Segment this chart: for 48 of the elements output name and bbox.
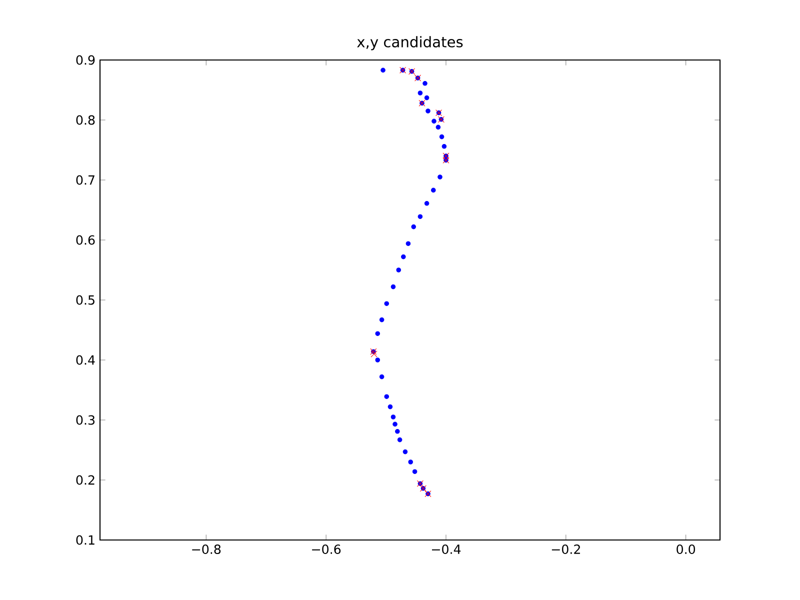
x-tick-label: −0.2 xyxy=(552,544,580,554)
y-tick-label: 0.7 xyxy=(76,175,94,185)
point xyxy=(384,301,390,306)
point xyxy=(408,460,414,464)
y-tick-label: 0.6 xyxy=(76,235,95,245)
point xyxy=(442,144,447,149)
point xyxy=(392,422,398,427)
point xyxy=(401,254,406,260)
point xyxy=(388,404,393,410)
y-tick-label: 0.8 xyxy=(76,115,95,125)
point xyxy=(439,134,444,140)
x-tick-label: −0.6 xyxy=(312,544,341,554)
y-tick-label: 0.1 xyxy=(76,535,94,545)
point xyxy=(438,174,442,180)
point xyxy=(436,124,441,130)
point xyxy=(384,394,390,399)
y-tick-label: 0.5 xyxy=(76,295,94,305)
point xyxy=(395,429,400,434)
point xyxy=(424,95,430,100)
point xyxy=(397,437,402,442)
x-tick-label: −0.8 xyxy=(192,544,221,554)
y-tick-label: 0.4 xyxy=(76,355,95,365)
chart-title: x,y candidates xyxy=(357,36,463,50)
x-tick-label: 0.0 xyxy=(676,544,696,554)
y-tick-label: 0.3 xyxy=(76,415,95,425)
y-tick-label: 0.2 xyxy=(76,475,94,485)
point xyxy=(422,81,428,86)
point xyxy=(411,224,416,230)
point xyxy=(430,188,436,193)
point xyxy=(432,118,436,124)
point xyxy=(370,350,378,358)
point xyxy=(424,201,430,206)
point xyxy=(418,214,423,219)
point xyxy=(406,241,411,246)
point xyxy=(390,284,396,290)
point xyxy=(402,449,408,454)
point xyxy=(412,469,418,474)
point xyxy=(379,374,384,380)
point xyxy=(390,414,396,420)
point xyxy=(396,268,402,272)
point xyxy=(418,90,423,96)
point xyxy=(379,317,384,322)
point xyxy=(375,331,380,336)
y-tick-label: 0.9 xyxy=(76,55,95,65)
point xyxy=(375,358,380,362)
x-tick-label: −0.4 xyxy=(432,544,461,554)
point xyxy=(426,108,430,114)
point xyxy=(380,68,386,73)
